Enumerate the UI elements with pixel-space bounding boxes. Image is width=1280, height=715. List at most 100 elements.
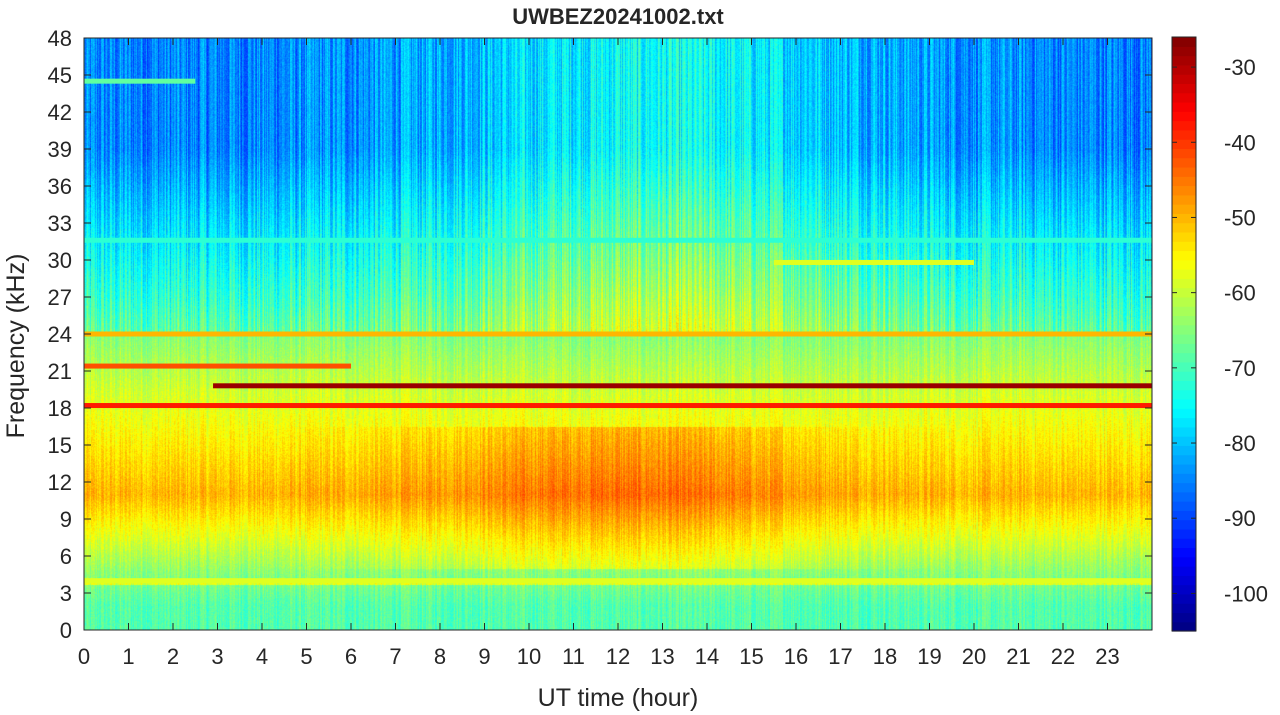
colorbar-swatch	[1172, 538, 1196, 549]
colorbar-swatch	[1172, 352, 1196, 363]
x-tick-label: 11	[562, 644, 585, 669]
y-tick-label: 39	[48, 137, 72, 162]
colorbar-swatch	[1172, 575, 1196, 586]
colorbar-tick-label: -60	[1224, 281, 1256, 306]
colorbar-swatch	[1172, 315, 1196, 326]
colorbar-swatch	[1172, 101, 1196, 112]
colorbar-swatch	[1172, 278, 1196, 289]
x-axis-label: UT time (hour)	[538, 684, 699, 712]
transmitter-line	[84, 403, 1152, 409]
colorbar-swatch	[1172, 83, 1196, 94]
x-tick-label: 4	[256, 644, 268, 669]
colorbar-swatch	[1172, 510, 1196, 521]
colorbar-swatch	[1172, 389, 1196, 400]
colorbar-frame	[1171, 36, 1197, 632]
y-tick-label: 45	[48, 63, 72, 88]
y-tick-label: 0	[60, 618, 72, 643]
colorbar-swatch	[1172, 491, 1196, 502]
x-tick-label: 6	[345, 644, 357, 669]
colorbar	[1171, 36, 1197, 632]
colorbar-swatch	[1172, 287, 1196, 298]
colorbar-swatch	[1172, 259, 1196, 270]
colorbar-swatch	[1172, 92, 1196, 103]
x-tick-label: 20	[962, 644, 986, 669]
colorbar-swatch	[1172, 213, 1196, 224]
colorbar-swatch	[1172, 296, 1196, 307]
colorbar-swatch	[1172, 463, 1196, 474]
transmitter-line	[84, 78, 196, 84]
colorbar-swatch	[1172, 176, 1196, 187]
colorbar-swatch	[1172, 501, 1196, 511]
transmitter-line	[84, 331, 1152, 337]
y-tick-label: 12	[48, 470, 72, 495]
y-axis-label: Frequency (kHz)	[2, 254, 30, 439]
chart-title: UWBEZ20241002.txt	[512, 4, 724, 29]
colorbar-swatch	[1172, 371, 1196, 382]
colorbar-swatch	[1172, 612, 1196, 623]
x-tick-label: 0	[78, 644, 90, 669]
colorbar-tick-label: -100	[1224, 581, 1268, 606]
x-tick-label: 18	[873, 644, 897, 669]
colorbar-tick-label: -90	[1224, 506, 1256, 531]
y-tick-label: 27	[48, 285, 72, 310]
colorbar-tick-label: -40	[1224, 130, 1256, 155]
colorbar-swatch	[1172, 343, 1196, 354]
x-tick-label: 22	[1051, 644, 1075, 669]
colorbar-swatch	[1172, 473, 1196, 484]
x-tick-label: 15	[739, 644, 763, 669]
y-tick-label: 30	[48, 248, 72, 273]
colorbar-tick-label: -70	[1224, 356, 1256, 381]
colorbar-swatch	[1172, 157, 1196, 168]
colorbar-swatch	[1172, 166, 1196, 177]
transmitter-line	[84, 237, 1152, 243]
colorbar-swatch	[1172, 120, 1196, 131]
colorbar-swatch	[1172, 148, 1196, 159]
x-tick-label: 17	[828, 644, 852, 669]
x-axis-ticks: 0 1 2 3 4 5 6 7 8 9 10 11 12 13 14 15 16 17 18 19 20 21 22 23	[78, 38, 1120, 669]
colorbar-swatch	[1172, 417, 1196, 428]
colorbar-swatch	[1172, 324, 1196, 335]
y-tick-label: 42	[48, 100, 72, 125]
x-tick-label: 5	[300, 644, 312, 669]
colorbar-swatch	[1172, 111, 1196, 122]
colorbar-swatch	[1172, 454, 1196, 465]
y-tick-label: 3	[60, 581, 72, 606]
colorbar-swatch	[1172, 194, 1196, 205]
y-tick-label: 48	[48, 26, 72, 51]
y-tick-label: 9	[60, 507, 72, 532]
y-tick-label: 15	[48, 433, 72, 458]
colorbar-ticks: -30 -40 -50 -60 -70 -80 -90 -100	[1172, 55, 1268, 606]
colorbar-swatch	[1172, 445, 1196, 456]
colorbar-swatch	[1172, 593, 1196, 604]
colorbar-swatch	[1172, 380, 1196, 391]
colorbar-swatch	[1172, 621, 1196, 632]
y-tick-label: 33	[48, 211, 72, 236]
x-tick-label: 12	[606, 644, 630, 669]
x-tick-label: 1	[122, 644, 134, 669]
colorbar-swatch	[1172, 408, 1196, 419]
y-tick-label: 21	[48, 359, 72, 384]
colorbar-tick-label: -50	[1224, 205, 1256, 230]
y-tick-label: 18	[48, 396, 72, 421]
x-tick-label: 10	[517, 644, 541, 669]
y-tick-label: 24	[48, 322, 72, 347]
x-tick-label: 7	[389, 644, 401, 669]
y-tick-label: 6	[60, 544, 72, 569]
colorbar-swatch	[1172, 584, 1196, 595]
x-tick-label: 23	[1095, 644, 1119, 669]
transmitter-line	[213, 383, 1153, 389]
colorbar-swatch	[1172, 398, 1196, 409]
colorbar-swatch	[1172, 547, 1196, 558]
x-tick-label: 9	[478, 644, 490, 669]
colorbar-swatch	[1172, 426, 1196, 437]
colorbar-swatch	[1172, 222, 1196, 233]
colorbar-swatch	[1172, 566, 1196, 576]
x-tick-label: 13	[650, 644, 674, 669]
transmitter-line	[84, 363, 351, 369]
spectrogram-plot	[83, 37, 1153, 631]
colorbar-swatch	[1172, 37, 1196, 47]
colorbar-swatch	[1172, 55, 1196, 66]
colorbar-swatch	[1172, 250, 1196, 261]
x-tick-label: 2	[167, 644, 179, 669]
